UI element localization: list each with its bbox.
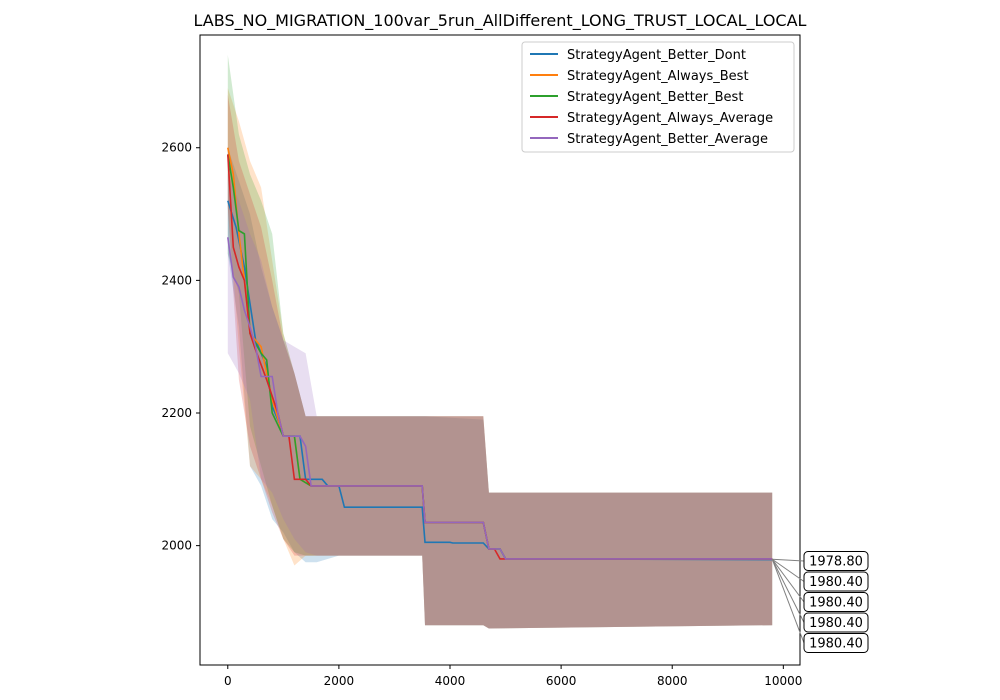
x-tick-label-2: 4000 — [435, 674, 466, 688]
x-tick-label-5: 10000 — [764, 674, 802, 688]
legend-label-3: StrategyAgent_Always_Average — [567, 111, 773, 126]
annotation-leader-2 — [771, 558, 805, 603]
legend-label-2: StrategyAgent_Better_Best — [567, 90, 743, 105]
annotation-box-1 — [803, 571, 869, 592]
series-line-4 — [227, 237, 773, 560]
annotation-box-0 — [803, 551, 869, 571]
end-value-annotations: 1978.80 1980.40 1980.40 1980.40 1980.40 — [771, 551, 869, 653]
annotation-leader-0 — [772, 558, 805, 562]
annotation-label-0: 1978.80 — [809, 555, 863, 570]
y-tick-label-1: 2200 — [161, 406, 192, 420]
confidence-bands — [227, 54, 773, 629]
chart-title: LABS_NO_MIGRATION_100var_5run_AllDiffere… — [194, 11, 807, 31]
y-tick-label-2: 2400 — [161, 273, 192, 287]
y-tick-label-0: 2000 — [161, 539, 192, 553]
y-tick-label-3: 2600 — [161, 141, 192, 155]
annotation-label-2: 1980.40 — [809, 596, 863, 611]
band-4 — [227, 174, 773, 629]
legend-box — [521, 41, 795, 153]
band-1 — [227, 88, 773, 629]
legend: StrategyAgent_Better_Dont StrategyAgent_A… — [521, 41, 795, 153]
band-2 — [227, 54, 773, 629]
legend-label-4: StrategyAgent_Better_Average — [567, 132, 768, 147]
annotation-label-4: 1980.40 — [809, 637, 863, 652]
band-0 — [227, 147, 773, 629]
series-lines — [227, 147, 773, 561]
annotation-label-3: 1980.40 — [809, 616, 863, 631]
x-tick-label-0: 0 — [224, 674, 232, 688]
plot-frame — [199, 34, 801, 666]
band-3 — [227, 94, 773, 629]
legend-label-0: StrategyAgent_Better_Dont — [567, 48, 746, 63]
annotation-label-1: 1980.40 — [809, 575, 863, 590]
legend-label-1: StrategyAgent_Always_Best — [567, 69, 749, 84]
annotation-leader-3 — [771, 559, 805, 623]
annotation-box-4 — [803, 633, 869, 653]
annotation-box-3 — [803, 612, 869, 633]
annotation-leader-4 — [771, 559, 805, 644]
y-axis: 2000 2200 2400 2600 — [161, 141, 200, 553]
x-axis: 0 2000 4000 6000 8000 10000 — [224, 665, 802, 688]
x-tick-label-1: 2000 — [324, 674, 355, 688]
x-tick-label-3: 6000 — [546, 674, 577, 688]
x-tick-label-4: 8000 — [657, 674, 688, 688]
annotation-box-2 — [803, 592, 869, 612]
annotation-leader-1 — [771, 558, 805, 582]
